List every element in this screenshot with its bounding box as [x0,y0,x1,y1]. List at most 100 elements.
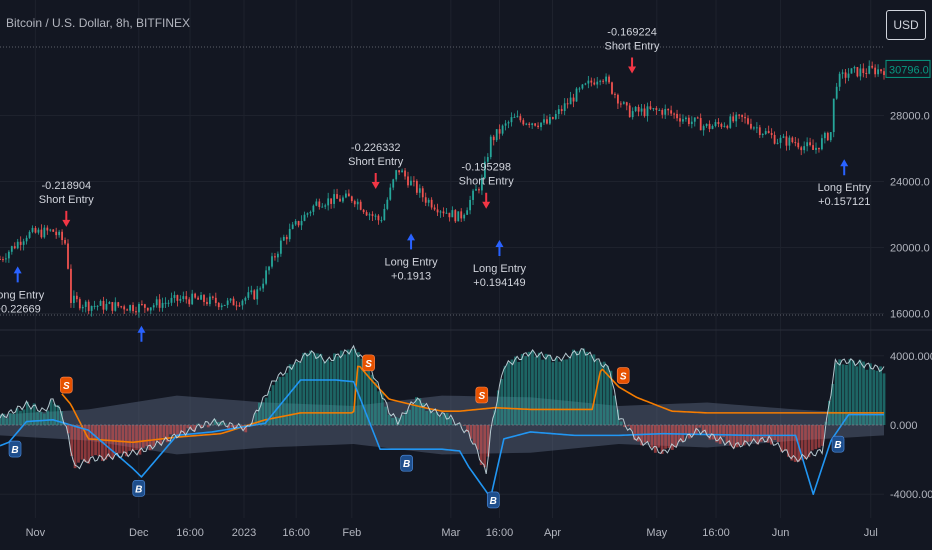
currency-button[interactable]: USD [886,10,926,40]
candle-body [265,270,267,284]
candle-body [81,306,84,309]
candle-body [838,73,841,87]
oscillator-bar [271,385,275,425]
candle-body [415,180,418,193]
oscillator-bar [394,417,398,425]
candle-body [141,304,143,306]
candle-body [374,215,377,217]
candle-body [578,88,581,90]
oscillator-bar [845,364,848,425]
candle-body [776,142,779,144]
candle-body [782,136,785,138]
candle-body [483,161,486,178]
candle-body [649,106,652,110]
candle-body [729,116,732,128]
candle-body [244,297,247,301]
oscillator-bar [602,361,606,425]
candle-body [389,187,392,200]
oscillator-bar [582,348,586,425]
candle-body [279,240,282,254]
oscillator-bar [360,358,364,425]
candle-body [883,71,885,75]
candle-body [826,132,829,141]
time-axis-tick: Jul [864,527,878,539]
candlesticks [0,60,885,318]
candle-body [167,302,170,304]
oscillator-axis-tick: 0.000 [890,420,918,432]
candle-body [596,81,599,85]
oscillator-bar [705,425,708,435]
candle-body [282,236,285,241]
oscillator-bar [36,411,39,425]
candle-body [806,142,809,147]
candle-body [463,214,466,219]
candle-body [123,306,126,310]
oscillator-bar [650,425,654,448]
oscillator-bar [486,425,490,457]
candle-body [682,119,684,122]
oscillator-bar [87,425,91,464]
oscillator-bar [725,425,729,443]
oscillator-bar [732,425,736,449]
candle-body [726,125,729,128]
oscillator-bar [111,425,115,459]
candle-body [353,201,356,205]
candle-body [188,299,191,305]
candle-body [750,123,752,129]
oscillator-bar [623,425,627,428]
time-axis-tick: 16:00 [486,527,514,539]
candle-body [96,305,99,307]
oscillator-bar [790,425,794,461]
candle-body [413,180,415,182]
candle-body [135,311,137,313]
candle-body [430,199,433,208]
oscillator-bar [619,421,623,425]
candle-body [161,302,164,308]
oscillator-bar [213,419,217,425]
candle-body [549,117,551,124]
candle-body [2,259,4,261]
candle-body [256,289,259,300]
sell-band-line [61,365,884,444]
oscillator-bar [363,362,367,425]
oscillator-bar [223,423,227,425]
candle-body [7,251,10,259]
candle-body [146,307,149,311]
short-entry-value: -0.195298 [461,162,511,174]
buy-marker-label: B [403,459,410,470]
candle-body [661,109,664,115]
candle-body [758,127,761,135]
candle-body [764,131,767,134]
oscillator-bar [688,425,691,439]
oscillator-bar [46,410,50,425]
indicator-bands [0,344,885,499]
oscillator-bar [578,350,582,425]
oscillator-bar [722,425,725,438]
candle-body [770,133,773,135]
oscillator-bar [821,425,824,446]
oscillator-bar [196,423,200,425]
candle-body [590,80,593,83]
candle-body [73,295,75,303]
candle-body [117,302,120,307]
oscillator-bar [418,398,422,425]
buy-marker [831,435,845,453]
candle-body [481,177,483,191]
oscillator-bar [711,425,715,440]
oscillator-bar [510,359,514,425]
candle-body [197,297,199,300]
oscillator-bar [234,425,237,429]
oscillator-bar [868,363,872,425]
candle-body [821,138,823,150]
oscillator-bar [568,356,572,425]
oscillator-bar [701,425,705,433]
candle-body [815,147,817,150]
oscillator-bar [387,414,391,425]
oscillator-axis-tick: -4000.000 [890,489,932,501]
candle-body [599,80,602,82]
buy-marker-label: B [490,496,497,507]
candle-body [877,69,879,75]
oscillator-bar [230,425,234,428]
candle-body [164,302,167,304]
